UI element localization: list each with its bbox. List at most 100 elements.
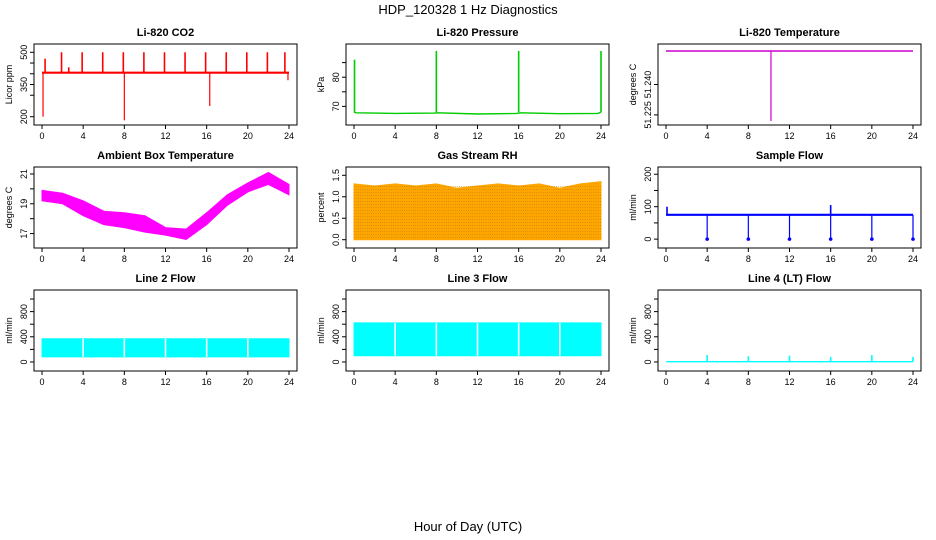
panel-title-line3_flow: Line 3 Flow (448, 273, 508, 285)
y-tick-label: 1.0 (331, 191, 341, 204)
x-tick-label: 20 (867, 254, 877, 264)
x-tick-label: 8 (746, 131, 751, 141)
x-tick-label: 24 (596, 377, 606, 387)
panel-co2: Li-820 CO2 Licor ppm 0 4 8 12 16 20 24 200 350 500 (4, 27, 298, 141)
x-tick-label: 0 (663, 377, 668, 387)
panel-ylabel-box_temp: degrees C (4, 186, 14, 228)
panel-title-sample_flow: Sample Flow (756, 150, 824, 162)
x-tick-label: 16 (202, 377, 212, 387)
x-tick-label: 12 (472, 131, 482, 141)
plot-area-sample_flow (666, 205, 915, 241)
panel-ylabel-temperature: degrees C (628, 63, 638, 105)
x-tick-label: 16 (202, 131, 212, 141)
y-tick-label: 70 (331, 101, 341, 111)
panel-title-co2: Li-820 CO2 (137, 27, 194, 39)
plot-area-pressure (353, 50, 602, 115)
y-tick-label: 800 (643, 304, 653, 319)
x-tick-label: 12 (160, 254, 170, 264)
panel-ylabel-sample_flow: ml/min (628, 194, 638, 221)
x-tick-label: 24 (284, 377, 294, 387)
x-tick-label: 4 (393, 377, 398, 387)
x-tick-label: 8 (122, 377, 127, 387)
y-tick-label: 200 (643, 167, 653, 182)
y-tick-label: 800 (19, 304, 29, 319)
x-tick-label: 0 (39, 131, 44, 141)
plot-area-box_temp (41, 171, 290, 241)
y-tick-label: 100 (643, 199, 653, 214)
x-tick-label: 4 (705, 131, 710, 141)
plot-area-temperature (666, 50, 913, 121)
x-tick-label: 20 (555, 254, 565, 264)
panel-line3_flow: Line 3 Flow ml/min 0 4 8 12 16 20 24 0 400 800 (316, 273, 610, 387)
x-tick-label: 20 (243, 377, 253, 387)
x-tick-label: 20 (555, 377, 565, 387)
x-tick-label: 4 (705, 377, 710, 387)
x-tick-label: 24 (908, 254, 918, 264)
figure-xlabel: Hour of Day (UTC) (414, 519, 522, 534)
x-tick-label: 0 (39, 254, 44, 264)
x-tick-label: 12 (784, 377, 794, 387)
y-tick-label: 0.5 (331, 212, 341, 225)
y-tick-label: 19 (19, 199, 29, 209)
x-tick-label: 4 (81, 131, 86, 141)
y-tick-label: 17 (19, 229, 29, 239)
flow-dip-point (705, 237, 709, 241)
panel-box_temp: Ambient Box Temperature degrees C 0 4 8 12 16 2… (4, 150, 298, 264)
panel-title-gas_rh: Gas Stream RH (437, 150, 517, 162)
panel-title-line4_flow: Line 4 (LT) Flow (748, 273, 831, 285)
y-tick-label: 0 (643, 237, 653, 242)
x-tick-label: 12 (472, 377, 482, 387)
x-tick-label: 8 (434, 254, 439, 264)
x-tick-label: 20 (867, 377, 877, 387)
y-tick-label: 0 (643, 359, 653, 364)
panel-ylabel-pressure: kPa (316, 77, 326, 93)
panel-ylabel-gas_rh: percent (316, 192, 326, 223)
y-tick-label: 350 (19, 77, 29, 92)
y-tick-label: 0 (19, 359, 29, 364)
flow-dip-point (787, 237, 792, 241)
panel-temperature: Li-820 Temperature degrees C 0 4 8 12 16 20 24 51… (628, 27, 922, 141)
panel-pressure: Li-820 Pressure kPa 0 4 8 12 16 20 24 70 80 (316, 27, 610, 141)
y-tick-label: 80 (331, 72, 341, 82)
panel-line4_flow: Line 4 (LT) Flow ml/min 0 4 8 12 16 20 24 0 400 800 (628, 273, 922, 387)
flow-dip-point (828, 237, 833, 241)
plot-area-line2_flow (41, 338, 290, 358)
x-tick-label: 12 (784, 254, 794, 264)
x-tick-label: 4 (81, 254, 86, 264)
x-tick-label: 24 (284, 131, 294, 141)
panel-frame-line2_flow (33, 289, 298, 372)
x-tick-label: 8 (434, 131, 439, 141)
plot-area-line3_flow (353, 322, 602, 357)
series-band-box_temp (41, 171, 290, 241)
x-tick-label: 0 (663, 131, 668, 141)
panel-frame-co2 (33, 43, 298, 126)
y-tick-label: 500 (19, 45, 29, 60)
x-tick-label: 16 (826, 377, 836, 387)
y-tick-label: 51.225 (643, 101, 653, 129)
y-tick-label: 200 (19, 109, 29, 124)
panel-title-temperature: Li-820 Temperature (739, 27, 840, 39)
panel-sample_flow: Sample Flow ml/min 0 4 8 12 16 20 24 0 100 200 (628, 150, 922, 264)
x-tick-label: 8 (746, 254, 751, 264)
x-tick-label: 12 (160, 131, 170, 141)
panel-line2_flow: Line 2 Flow ml/min 0 4 8 12 16 20 24 0 400 800 (4, 273, 298, 387)
x-tick-label: 8 (122, 131, 127, 141)
y-tick-label: 400 (19, 329, 29, 344)
panel-ylabel-line4_flow: ml/min (628, 317, 638, 344)
x-tick-label: 24 (284, 254, 294, 264)
panel-ylabel-line3_flow: ml/min (316, 317, 326, 344)
plot-area-co2 (42, 52, 289, 121)
x-tick-label: 0 (39, 377, 44, 387)
x-tick-label: 4 (705, 254, 710, 264)
x-tick-label: 24 (908, 131, 918, 141)
x-tick-label: 16 (514, 377, 524, 387)
x-tick-label: 20 (555, 131, 565, 141)
y-tick-label: 1.5 (331, 169, 341, 182)
x-tick-label: 24 (596, 254, 606, 264)
series-line-pressure (353, 111, 602, 115)
y-tick-label: 0 (331, 359, 341, 364)
x-tick-label: 4 (393, 131, 398, 141)
flow-dip-point (746, 237, 751, 241)
plot-area-line4_flow (666, 355, 914, 363)
